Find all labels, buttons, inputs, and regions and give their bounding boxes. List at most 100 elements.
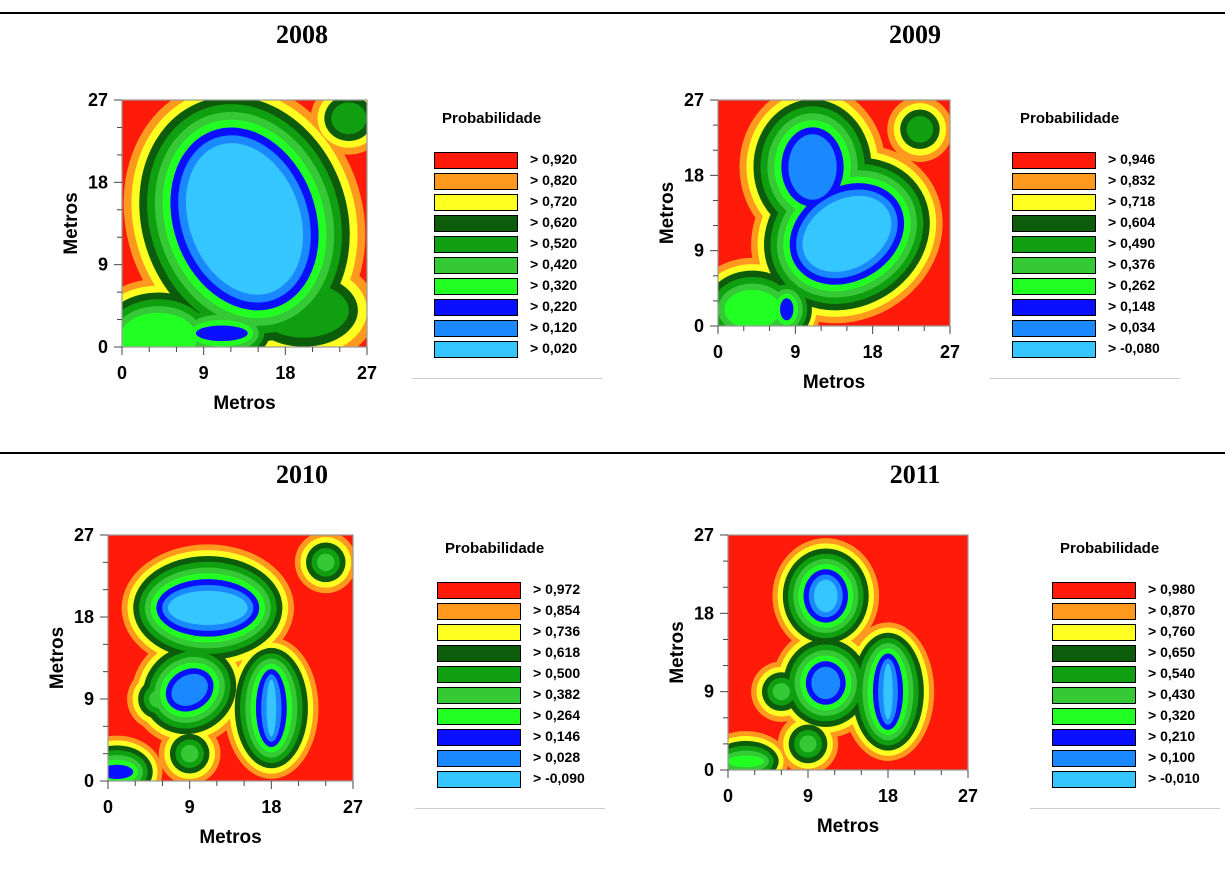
y-tick-label: 18 xyxy=(74,607,94,627)
contour-band-level-8 xyxy=(788,134,837,200)
plot-frame xyxy=(727,534,969,771)
x-tick-label: 27 xyxy=(357,363,377,383)
legend-label: > 0,490 xyxy=(1108,235,1156,251)
x-tick-label: 18 xyxy=(863,342,883,362)
x-tick-label: 18 xyxy=(878,786,898,806)
legend-swatch xyxy=(1052,624,1136,641)
legend-label: > 0,718 xyxy=(1108,193,1156,209)
panel-title-2009: 2009 xyxy=(889,20,941,49)
legend-swatch xyxy=(1052,687,1136,704)
legend-title: Probabilidade xyxy=(442,110,542,127)
legend-label: > 0,020 xyxy=(530,340,578,356)
legend-swatch xyxy=(1052,645,1136,662)
legend-label: > 0,034 xyxy=(1108,319,1156,335)
legend-swatch xyxy=(434,257,518,274)
contour-band-level-6 xyxy=(728,755,764,768)
contour-band-level-5 xyxy=(180,744,199,763)
x-tick-label: 18 xyxy=(261,797,281,817)
contour-band-level-9 xyxy=(813,579,838,613)
legend-swatch xyxy=(1052,603,1136,620)
panel-title-2008: 2008 xyxy=(276,20,328,49)
legend-swatch xyxy=(1052,582,1136,599)
legend-swatch xyxy=(1012,320,1096,337)
contour-band-level-4 xyxy=(331,102,367,135)
legend-2009: Probabilidade > 0,946 > 0,832 > 0,718 > 0,60… xyxy=(990,110,1190,390)
x-axis-label: Metros xyxy=(199,827,261,848)
contour-band-level-9 xyxy=(802,195,892,272)
legend-swatch xyxy=(437,729,521,746)
y-tick-label: 18 xyxy=(88,172,108,192)
legend-swatch xyxy=(437,624,521,641)
legend-label: > 0,720 xyxy=(530,193,578,209)
legend-label: > 0,146 xyxy=(533,728,581,744)
legend-label: > 0,618 xyxy=(533,644,581,660)
x-tick-label: 0 xyxy=(723,786,733,806)
panel-title-2010: 2010 xyxy=(276,460,328,489)
y-tick-label: 0 xyxy=(694,316,704,336)
legend-swatch xyxy=(434,215,518,232)
legend-swatch xyxy=(437,750,521,767)
legend-label: > 0,220 xyxy=(530,298,578,314)
legend-swatch xyxy=(437,771,521,788)
y-tick-label: 18 xyxy=(684,165,704,185)
contour-band-level-7 xyxy=(195,325,248,342)
legend-swatch xyxy=(437,708,521,725)
contour-plot-2008: 0 9 18 27 0 9 18 27 Metros Metros xyxy=(61,90,377,414)
legend-label: > 0,920 xyxy=(530,151,578,167)
legend-label: > 0,100 xyxy=(1148,749,1196,765)
legend-label: > 0,820 xyxy=(530,172,578,188)
legend-swatch xyxy=(434,299,518,316)
legend-swatch xyxy=(437,687,521,704)
plot-frame xyxy=(121,99,368,348)
legend-label: > 0,854 xyxy=(533,602,581,618)
x-tick-label: 27 xyxy=(940,342,960,362)
contour-band-level-7 xyxy=(108,764,134,780)
contour-band-level-7 xyxy=(779,298,794,321)
legend-swatch xyxy=(437,645,521,662)
legend-swatch xyxy=(437,603,521,620)
x-tick-label: 9 xyxy=(185,797,195,817)
legend-label: > -0,080 xyxy=(1108,340,1160,356)
x-tick-label: 18 xyxy=(275,363,295,383)
x-tick-label: 0 xyxy=(103,797,113,817)
legend-2008: Probabilidade > 0,920 > 0,820 > 0,720 > 0,62… xyxy=(412,110,612,390)
x-tick-label: 27 xyxy=(343,797,363,817)
legend-title: Probabilidade xyxy=(1020,110,1120,127)
contour-band-level-9 xyxy=(883,663,893,720)
legend-label: > 0,028 xyxy=(533,749,581,765)
legend-label: > -0,090 xyxy=(533,770,585,786)
x-tick-label: 27 xyxy=(958,786,978,806)
legend-label: > -0,010 xyxy=(1148,770,1200,786)
x-tick-label: 9 xyxy=(803,786,813,806)
legend-label: > 0,540 xyxy=(1148,665,1196,681)
y-axis-label: Metros xyxy=(667,621,688,683)
y-tick-label: 9 xyxy=(704,682,714,702)
contour-band-level-6 xyxy=(122,312,197,347)
legend-swatch xyxy=(434,236,518,253)
y-tick-label: 0 xyxy=(98,337,108,357)
legend-title: Probabilidade xyxy=(445,540,545,557)
legend-swatch xyxy=(1052,708,1136,725)
y-tick-label: 18 xyxy=(694,603,714,623)
contour-band-level-5 xyxy=(317,553,335,572)
y-tick-label: 27 xyxy=(684,90,704,110)
contour-band-level-9 xyxy=(167,590,248,626)
legend-swatch xyxy=(1052,771,1136,788)
legend-swatch xyxy=(1012,152,1096,169)
y-tick-label: 9 xyxy=(84,689,94,709)
contour-band-level-9 xyxy=(266,679,277,737)
y-axis-label: Metros xyxy=(657,182,678,244)
legend-swatch xyxy=(1012,341,1096,358)
legend-label: > 0,500 xyxy=(533,665,581,681)
legend-underline xyxy=(1030,808,1220,809)
legend-label: > 0,264 xyxy=(533,707,581,723)
x-tick-label: 0 xyxy=(713,342,723,362)
x-tick-label: 9 xyxy=(199,363,209,383)
legend-label: > 0,620 xyxy=(530,214,578,230)
legend-label: > 0,870 xyxy=(1148,602,1196,618)
legend-label: > 0,120 xyxy=(530,319,578,335)
contour-band-level-5 xyxy=(799,735,817,753)
legend-label: > 0,980 xyxy=(1148,581,1196,597)
legend-label: > 0,382 xyxy=(533,686,581,702)
legend-swatch xyxy=(434,194,518,211)
